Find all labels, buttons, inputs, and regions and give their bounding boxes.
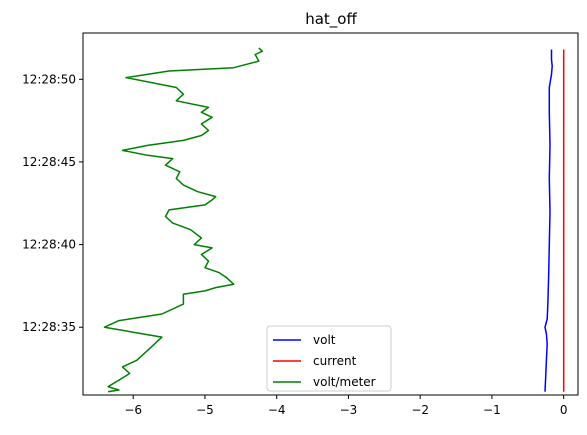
y-tick-label: 12:28:35 <box>22 320 76 334</box>
x-tick-label: 0 <box>560 403 568 417</box>
x-tick-label: −3 <box>340 403 358 417</box>
x-tick-label: −6 <box>124 403 142 417</box>
x-tick-label: −5 <box>196 403 214 417</box>
y-tick-label: 12:28:50 <box>22 72 76 86</box>
legend-box <box>266 325 392 392</box>
x-axis-ticks: −6 −5 −4 −3 −2 −1 0 <box>124 395 567 417</box>
series-line-volt-meter <box>103 47 264 393</box>
legend-label-volt-meter: volt/meter <box>313 375 376 389</box>
chart-title: hat_off <box>305 10 357 29</box>
x-tick-label: −4 <box>268 403 286 417</box>
x-tick-label: −2 <box>411 403 429 417</box>
series-layer <box>103 47 565 393</box>
legend-label-volt: volt <box>313 333 336 347</box>
y-tick-label: 12:28:40 <box>22 238 76 252</box>
series-line-volt <box>544 49 553 392</box>
y-axis-ticks: 12:28:35 12:28:40 12:28:45 12:28:50 <box>22 72 83 334</box>
x-tick-label: −1 <box>483 403 501 417</box>
legend-label-current: current <box>313 354 357 368</box>
y-tick-label: 12:28:45 <box>22 155 76 169</box>
legend: volt current volt/meter <box>266 325 392 392</box>
plot-area-frame <box>82 32 579 396</box>
